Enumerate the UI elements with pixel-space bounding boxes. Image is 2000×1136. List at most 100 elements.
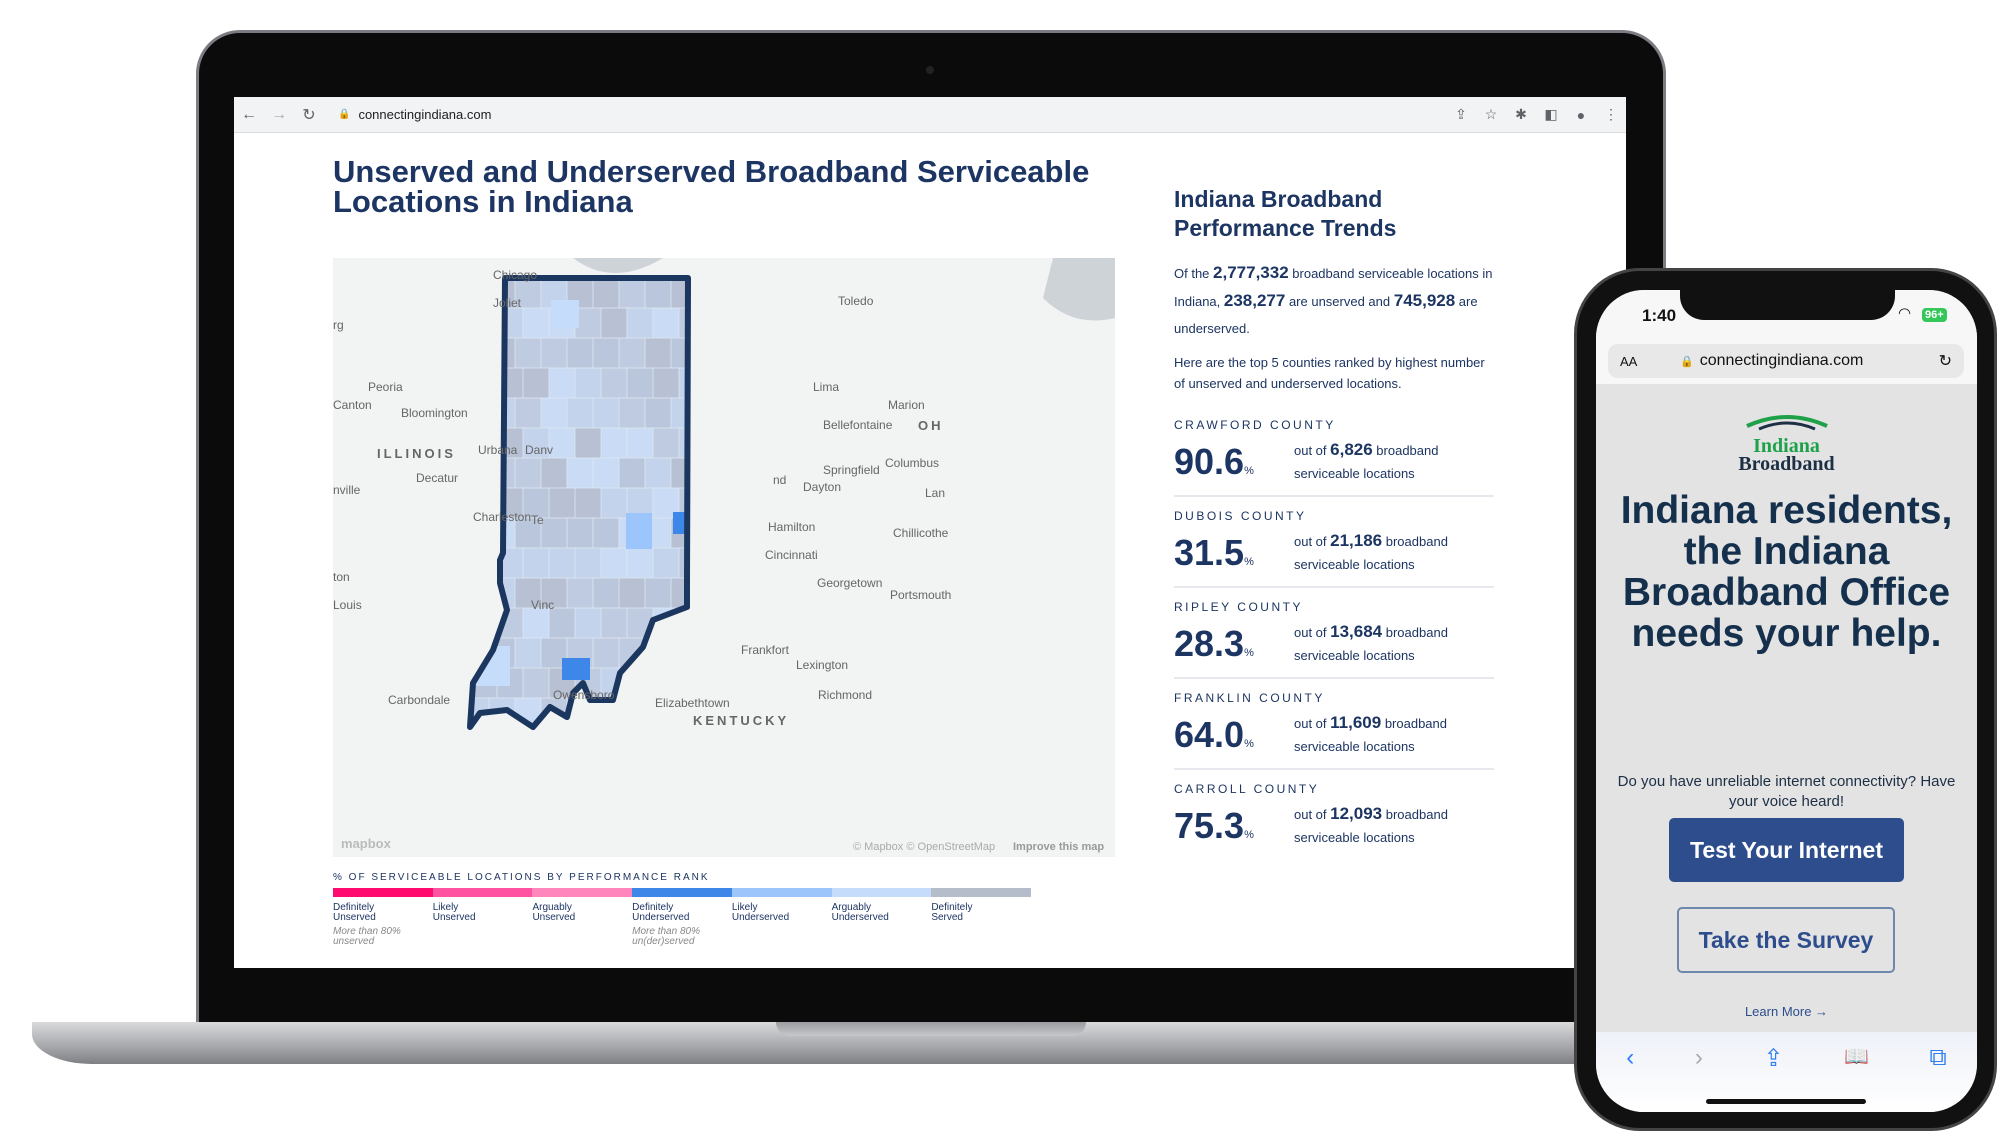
county-shape[interactable] bbox=[514, 577, 543, 610]
county-shape[interactable] bbox=[678, 367, 706, 400]
share-icon[interactable]: ⇪ bbox=[1455, 106, 1467, 122]
county-shape[interactable] bbox=[670, 337, 698, 370]
county-shape[interactable] bbox=[618, 337, 647, 370]
county-shape-highlighted[interactable] bbox=[562, 658, 590, 680]
county-shape[interactable] bbox=[566, 457, 595, 490]
county-shape-highlighted[interactable] bbox=[470, 568, 500, 604]
county-shape[interactable] bbox=[463, 337, 491, 370]
county-shape[interactable] bbox=[600, 427, 629, 460]
county-shape[interactable] bbox=[678, 547, 706, 580]
back-icon[interactable]: ‹ bbox=[1626, 1044, 1635, 1071]
county-shape[interactable] bbox=[522, 367, 551, 400]
attribution[interactable]: © Mapbox © OpenStreetMap bbox=[853, 841, 996, 853]
county-shape[interactable] bbox=[514, 397, 543, 430]
county-shape-highlighted[interactable] bbox=[470, 398, 498, 438]
county-shape[interactable] bbox=[592, 637, 621, 670]
county-shape[interactable] bbox=[652, 667, 681, 700]
county-shape[interactable] bbox=[566, 517, 595, 550]
county-shape[interactable] bbox=[548, 427, 577, 460]
county-shape[interactable] bbox=[540, 517, 569, 550]
county-shape[interactable] bbox=[644, 577, 673, 610]
test-internet-button[interactable]: Test Your Internet bbox=[1669, 818, 1904, 882]
county-shape[interactable] bbox=[592, 278, 621, 310]
county-shape[interactable] bbox=[463, 457, 491, 490]
county-shape-highlighted[interactable] bbox=[626, 513, 652, 549]
forward-icon[interactable]: › bbox=[1694, 1044, 1703, 1071]
mapbox-logo[interactable]: mapbox bbox=[341, 836, 391, 851]
share-icon[interactable]: ⇪ bbox=[1763, 1045, 1784, 1072]
county-shape[interactable] bbox=[548, 367, 577, 400]
county-shape[interactable] bbox=[522, 607, 551, 640]
county-shape[interactable] bbox=[626, 547, 655, 580]
improve-map-link[interactable]: Improve this map bbox=[1013, 841, 1105, 853]
reload-button[interactable]: ↻ bbox=[302, 106, 316, 124]
county-shape[interactable] bbox=[566, 337, 595, 370]
extensions-icon[interactable]: ✱ bbox=[1515, 106, 1527, 122]
address-bar[interactable]: 🔒 connectingindiana.com bbox=[330, 101, 1446, 128]
county-shape[interactable] bbox=[600, 487, 629, 520]
county-shape[interactable] bbox=[652, 427, 681, 460]
reload-icon[interactable]: ↻ bbox=[1938, 353, 1952, 370]
county-shape[interactable] bbox=[463, 577, 491, 610]
county-shape[interactable] bbox=[600, 607, 629, 640]
county-shape[interactable] bbox=[626, 667, 655, 700]
county-shape[interactable] bbox=[678, 607, 706, 640]
county-shape[interactable] bbox=[678, 427, 706, 460]
county-shape[interactable] bbox=[548, 547, 577, 580]
county-shape[interactable] bbox=[514, 278, 543, 310]
county-shape[interactable] bbox=[644, 278, 673, 310]
county-shape[interactable] bbox=[592, 577, 621, 610]
text-size-button[interactable]: AA bbox=[1620, 353, 1638, 369]
county-shape[interactable] bbox=[514, 637, 543, 670]
county-shape[interactable] bbox=[618, 278, 647, 310]
county-shape[interactable] bbox=[566, 397, 595, 430]
county-shape[interactable] bbox=[592, 457, 621, 490]
county-shape[interactable] bbox=[626, 427, 655, 460]
county-shape[interactable] bbox=[522, 667, 551, 700]
county-shape[interactable] bbox=[592, 337, 621, 370]
county-shape[interactable] bbox=[652, 547, 681, 580]
tabs-icon[interactable]: ⧉ bbox=[1929, 1044, 1947, 1071]
county-shape[interactable] bbox=[574, 307, 603, 340]
county-shape[interactable] bbox=[540, 457, 569, 490]
county-shape[interactable] bbox=[670, 278, 698, 310]
bookmarks-icon[interactable]: 📖 bbox=[1844, 1046, 1869, 1068]
map[interactable]: Chicago Joliet Toledo Peoria Canton Bloomingt… bbox=[333, 258, 1115, 857]
sidepanel-icon[interactable]: ◧ bbox=[1544, 106, 1558, 122]
county-shape[interactable] bbox=[470, 607, 499, 640]
county-shape[interactable] bbox=[463, 278, 491, 310]
county-shape[interactable] bbox=[600, 307, 629, 340]
county-shape[interactable] bbox=[496, 307, 525, 340]
county-shape[interactable] bbox=[514, 457, 543, 490]
county-shape[interactable] bbox=[540, 577, 569, 610]
county-shape[interactable] bbox=[574, 487, 603, 520]
county-shape[interactable] bbox=[618, 577, 647, 610]
county-shape[interactable] bbox=[522, 307, 551, 340]
county-shape[interactable] bbox=[540, 337, 569, 370]
learn-more-link[interactable]: Learn More → bbox=[1744, 1004, 1829, 1019]
star-icon[interactable]: ☆ bbox=[1484, 106, 1498, 122]
county-shape[interactable] bbox=[470, 307, 499, 340]
county-shape[interactable] bbox=[592, 517, 621, 550]
county-shape[interactable] bbox=[644, 337, 673, 370]
county-shape[interactable] bbox=[618, 397, 647, 430]
profile-icon[interactable]: ● bbox=[1576, 106, 1586, 123]
county-shape[interactable] bbox=[540, 397, 569, 430]
county-shape[interactable] bbox=[652, 307, 681, 340]
county-shape[interactable] bbox=[670, 637, 698, 670]
county-shape[interactable] bbox=[470, 547, 499, 580]
county-shape-highlighted[interactable] bbox=[551, 300, 579, 328]
county-shape[interactable] bbox=[470, 367, 499, 400]
county-shape[interactable] bbox=[522, 547, 551, 580]
county-shape[interactable] bbox=[644, 637, 673, 670]
county-shape[interactable] bbox=[644, 457, 673, 490]
county-shape[interactable] bbox=[678, 487, 706, 520]
county-shape[interactable] bbox=[644, 397, 673, 430]
county-shape[interactable] bbox=[600, 547, 629, 580]
county-shape[interactable] bbox=[592, 397, 621, 430]
county-shape[interactable] bbox=[626, 307, 655, 340]
county-shape[interactable] bbox=[566, 577, 595, 610]
forward-button[interactable]: → bbox=[271, 105, 287, 123]
county-shape[interactable] bbox=[574, 607, 603, 640]
county-shape[interactable] bbox=[574, 547, 603, 580]
